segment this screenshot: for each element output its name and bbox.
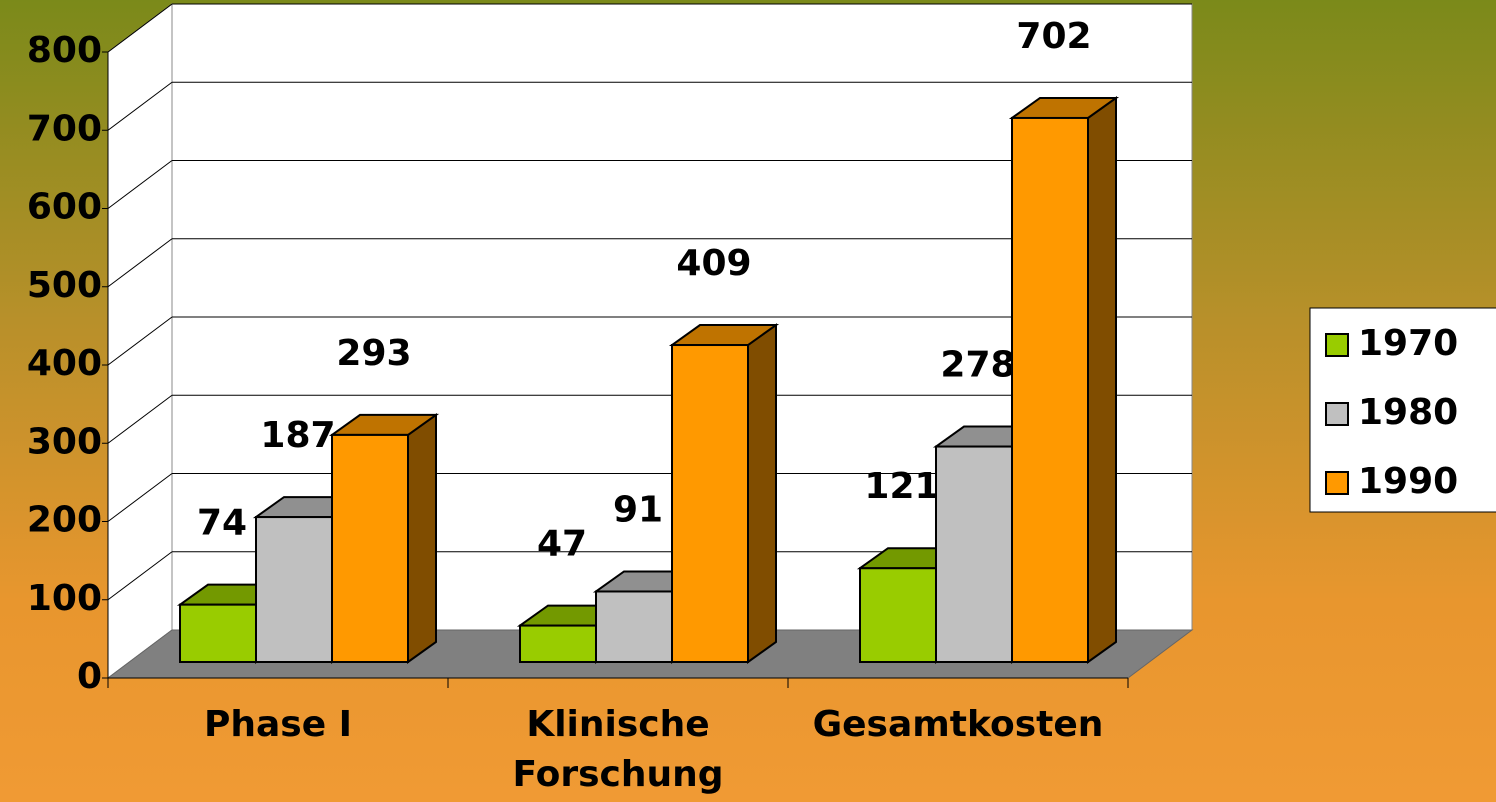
y-tick-label: 700 [27,108,102,149]
legend-label: 1990 [1358,461,1458,502]
bar-side [747,323,777,664]
data-label: 278 [940,345,1015,386]
data-label: 409 [676,243,751,284]
data-label: 293 [336,333,411,374]
x-tick-label: Phase I [203,704,353,745]
data-label: 74 [197,503,247,544]
grid-line [107,160,173,209]
bar [331,433,409,663]
legend-swatch [1325,471,1349,495]
y-tick-label: 300 [27,421,102,462]
grid-line [107,3,173,53]
legend-swatch [1325,402,1349,426]
data-label: 187 [260,415,335,456]
y-tick-label: 200 [27,500,102,541]
grid-line [107,238,173,288]
bar [519,624,597,664]
bar [935,445,1013,663]
data-label: 702 [1016,16,1091,57]
bar-side [1087,96,1117,664]
y-tick-label: 400 [27,343,102,384]
grid-line [107,316,173,366]
grid-line [107,551,173,601]
data-label: 121 [864,466,939,507]
grid-line [107,81,173,131]
y-tick-label: 600 [27,187,102,228]
y-tick-label: 0 [77,656,102,697]
bar [179,603,257,664]
y-tick-label: 800 [27,30,102,71]
data-label: 91 [613,489,663,530]
x-tick-label: Klinische Forschung [512,704,724,795]
legend-label: 1980 [1358,392,1458,433]
bar [859,567,937,663]
legend-label: 1970 [1358,323,1458,364]
bar [1011,116,1089,663]
bar-side [407,412,437,664]
data-label: 47 [537,524,587,565]
bar [671,344,749,663]
grid-line [107,473,173,522]
grid-line [107,394,173,444]
y-tick-label: 100 [27,578,102,619]
y-tick-label: 500 [27,265,102,306]
bar [595,590,673,663]
bar [255,516,333,664]
legend-swatch [1325,333,1349,357]
x-tick-label: Gesamtkosten [812,704,1104,745]
